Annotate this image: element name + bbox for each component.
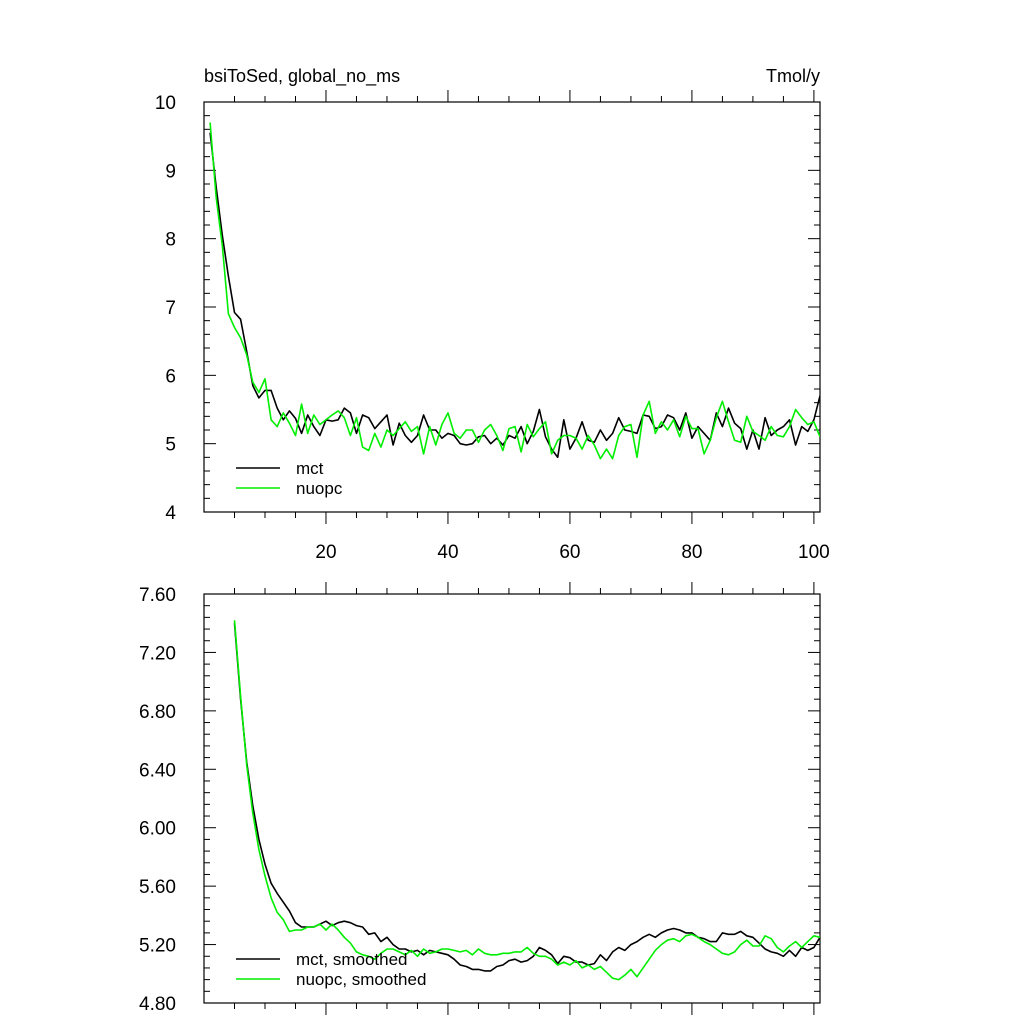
y-tick-label: 4 [165, 503, 176, 524]
series-line-nuopc-smoothed [233, 620, 820, 981]
plot-frame [203, 593, 821, 1004]
series-line-mct [209, 132, 820, 459]
series-line-mct-smoothed [233, 623, 820, 972]
y-tick-label: 8 [165, 230, 176, 251]
y-tick-label: 6.80 [139, 702, 176, 723]
x-tick-label: 60 [559, 542, 580, 563]
y-tick-label: 6.00 [139, 819, 176, 840]
y-tick-label: 9 [165, 161, 176, 182]
legend-label: mct, smoothed [296, 950, 408, 969]
y-tick-label: 6 [165, 366, 176, 387]
legend-label: nuopc, smoothed [296, 970, 426, 989]
legend-label: nuopc [296, 479, 343, 498]
y-tick-label: 4.80 [139, 994, 176, 1015]
series-line-nuopc [209, 122, 820, 460]
x-tick-label: 20 [315, 542, 336, 563]
x-tick-label: 100 [798, 542, 830, 563]
y-tick-label: 7.60 [139, 585, 176, 606]
y-tick-label: 7 [165, 298, 176, 319]
legend-label: mct [296, 459, 324, 478]
units-label: Tmol/y [766, 66, 820, 86]
chart-title: bsiToSed, global_no_ms [204, 66, 400, 87]
bottom-panel: 4.80 5.20 5.60 6.00 6.40 6.80 7.20 7.60 mct, smo… [139, 582, 821, 1015]
y-tick-label: 5.60 [139, 877, 176, 898]
y-tick-label: 5 [165, 435, 176, 456]
y-tick-label: 5.20 [139, 936, 176, 957]
plot-frame [203, 101, 821, 513]
y-tick-label: 10 [155, 93, 176, 114]
x-tick-label: 40 [437, 542, 458, 563]
x-tick-label: 80 [681, 542, 702, 563]
y-tick-label: 7.20 [139, 643, 176, 664]
y-tick-label: 6.40 [139, 760, 176, 781]
